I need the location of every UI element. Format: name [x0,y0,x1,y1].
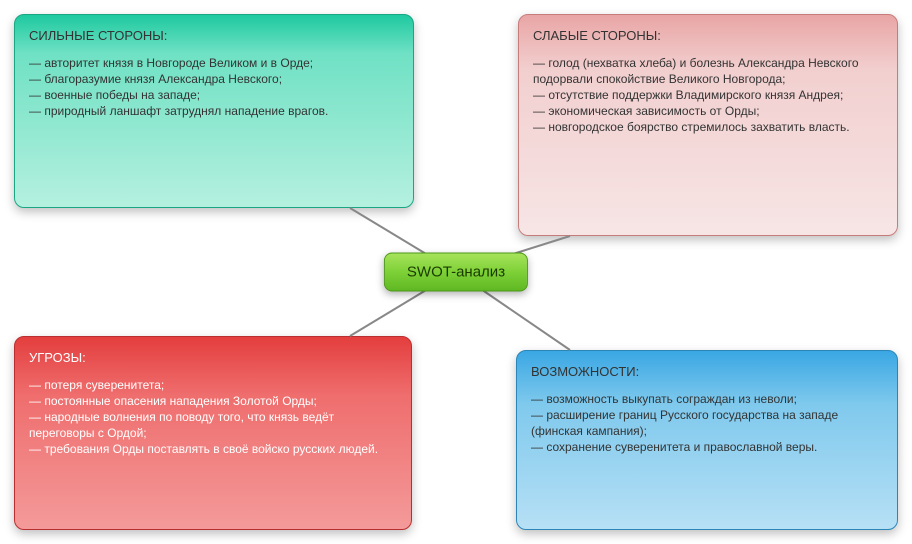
weaknesses-body: — голод (нехватка хлеба) и болезнь Алекс… [533,55,883,136]
strengths-body: — авторитет князя в Новгороде Великом и … [29,55,399,120]
strengths-box: СИЛЬНЫЕ СТОРОНЫ: — авторитет князя в Нов… [14,14,414,208]
threats-box: УГРОЗЫ: — потеря суверенитета; — постоян… [14,336,412,530]
threats-body: — потеря суверенитета; — постоянные опас… [29,377,397,458]
opportunities-box: ВОЗМОЖНОСТИ: — возможность выкупать согр… [516,350,898,530]
weaknesses-title: СЛАБЫЕ СТОРОНЫ: [533,27,883,45]
center-node: SWOT-анализ [384,253,528,292]
opportunities-body: — возможность выкупать сограждан из нево… [531,391,883,456]
center-label: SWOT-анализ [407,264,505,281]
opportunities-title: ВОЗМОЖНОСТИ: [531,363,883,381]
threats-title: УГРОЗЫ: [29,349,397,367]
weaknesses-box: СЛАБЫЕ СТОРОНЫ: — голод (нехватка хлеба)… [518,14,898,236]
strengths-title: СИЛЬНЫЕ СТОРОНЫ: [29,27,399,45]
